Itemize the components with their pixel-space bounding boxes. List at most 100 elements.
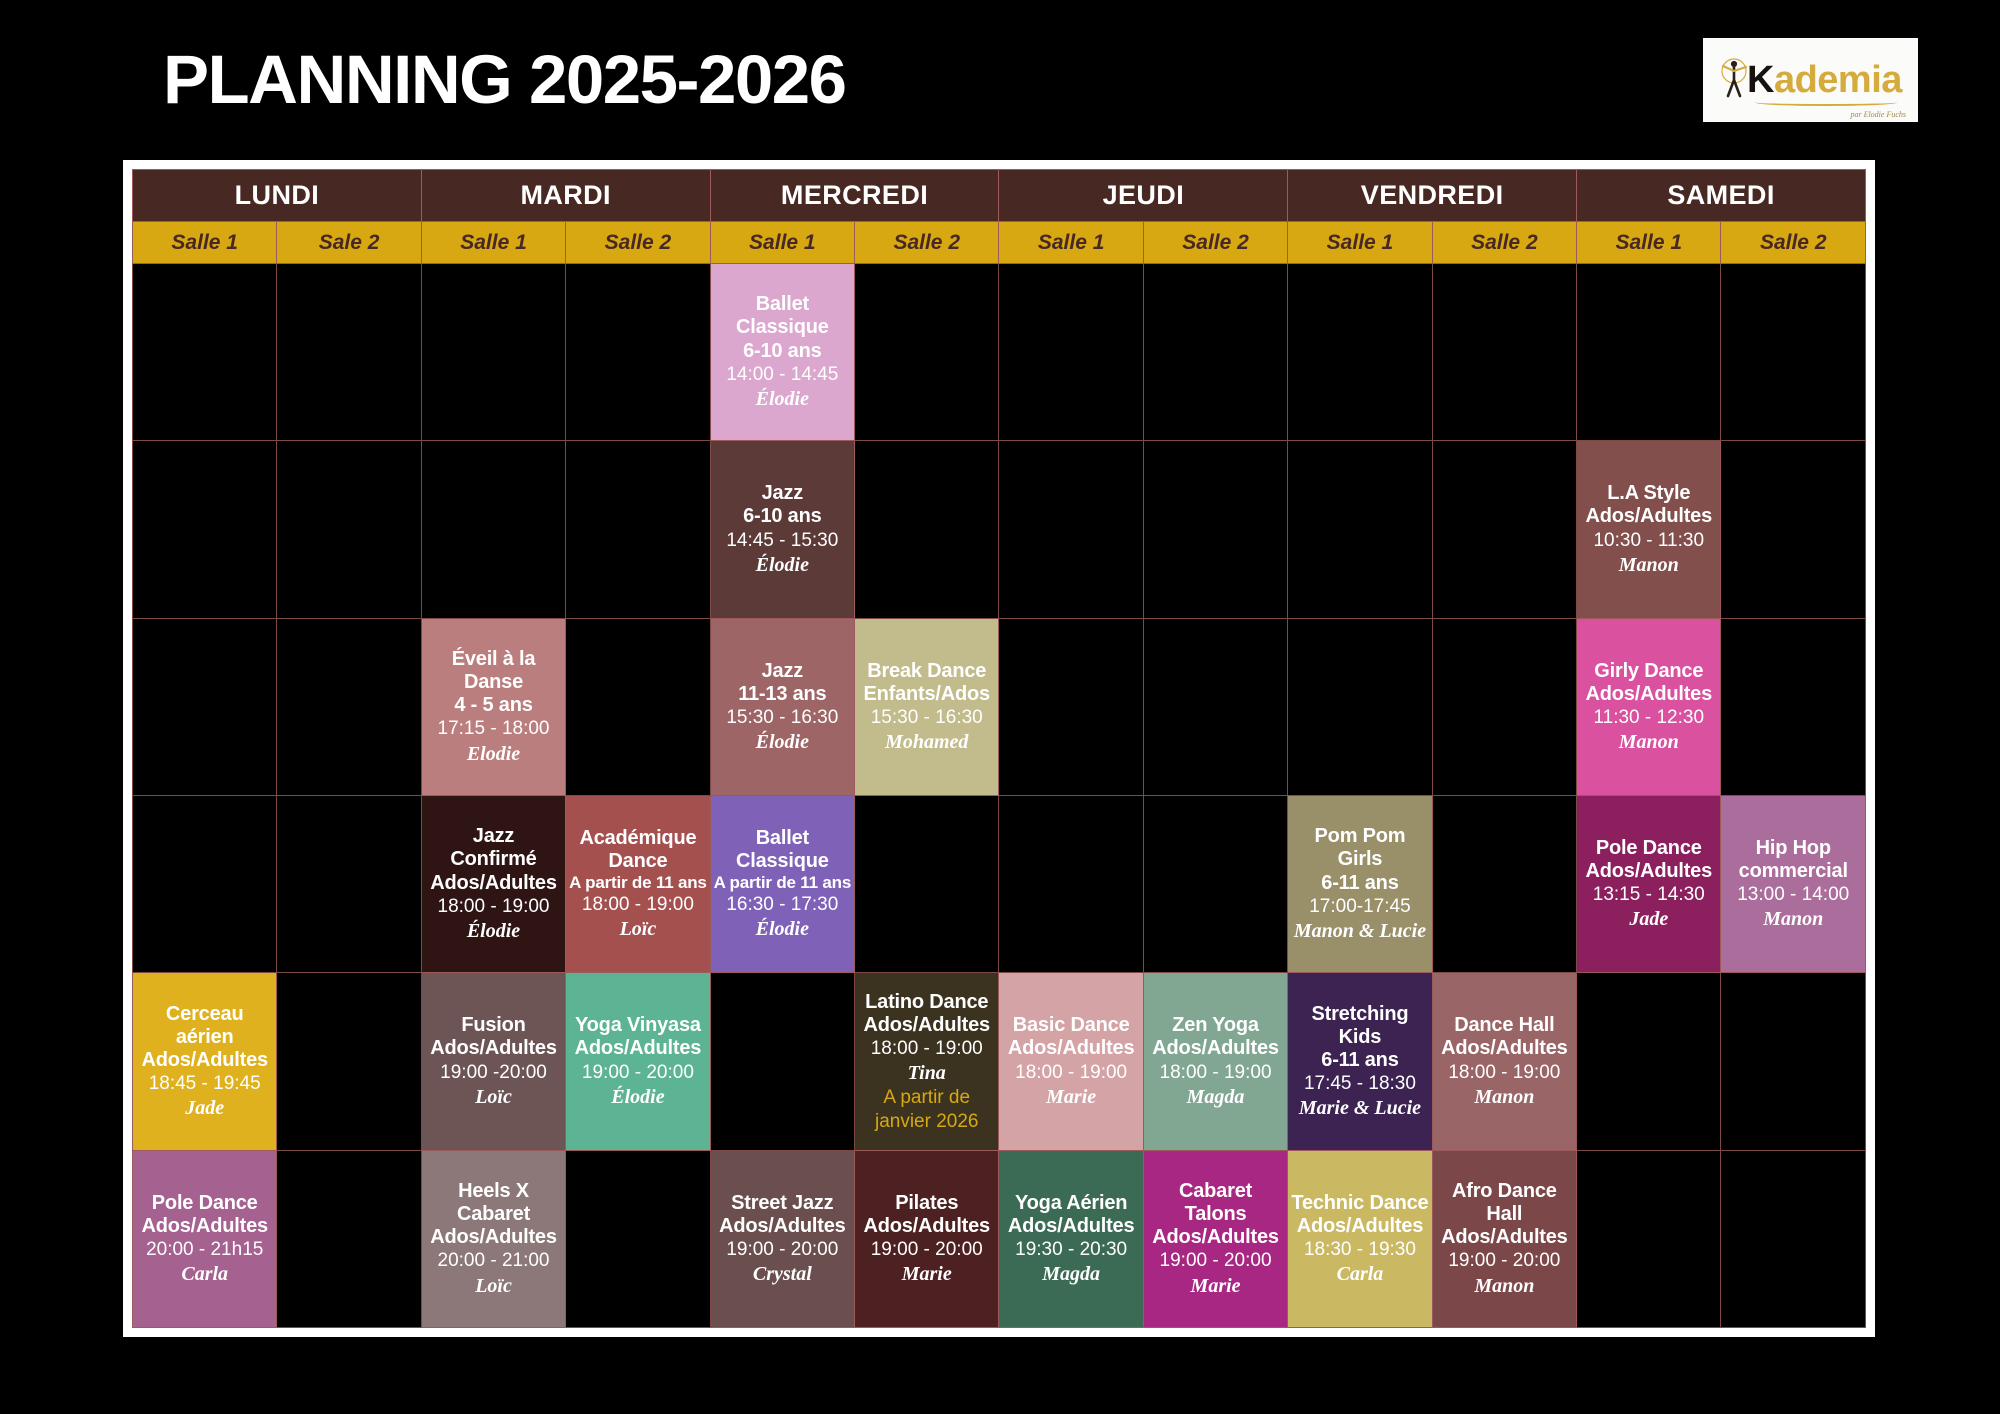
room-header-10: Salle 1: [1576, 221, 1722, 264]
class-slot[interactable]: Yoga Vinyasa Ados/Adultes 19:00 - 20:00 Élo…: [565, 972, 711, 1151]
class-slot[interactable]: L.A Style Ados/Adultes 10:30 - 11:30 Manon: [1576, 440, 1722, 619]
empty-slot: [276, 440, 422, 619]
empty-slot: [1720, 1149, 1866, 1329]
empty-slot: [131, 440, 278, 619]
class-slot[interactable]: Basic Dance Ados/Adultes 18:00 - 19:00 Mari…: [998, 972, 1144, 1151]
class-name: Heels X: [458, 1179, 529, 1202]
class-teacher: Marie: [901, 1262, 952, 1285]
class-audience: Ados/Adultes: [1585, 505, 1713, 528]
class-slot[interactable]: Ballet Classique A partir de 11 ans 16:30 -…: [709, 794, 856, 974]
class-teacher: Carla: [1336, 1262, 1384, 1285]
class-teacher: Élodie: [611, 1085, 665, 1108]
class-audience: 6-11 ans: [1321, 871, 1399, 894]
class-slot[interactable]: Hip Hop commercial 13:00 - 14:00 Manon: [1720, 794, 1866, 974]
empty-slot: [854, 262, 1000, 442]
class-slot[interactable]: Stretching Kids 6-11 ans 17:45 - 18:30 Marie…: [1287, 972, 1433, 1151]
logo-letters-rest: ademia: [1773, 59, 1902, 101]
empty-slot: [1142, 794, 1289, 974]
empty-slot: [1287, 440, 1433, 619]
class-slot[interactable]: Éveil à la Danse 4 - 5 ans 17:15 - 18:00 Elo…: [420, 617, 567, 796]
class-audience: Ados/Adultes: [1152, 1226, 1279, 1249]
empty-slot: [1720, 440, 1866, 619]
class-slot[interactable]: Break Dance Enfants/Ados 15:30 - 16:30 Moha…: [854, 617, 1000, 796]
class-slot[interactable]: Dance Hall Ados/Adultes 18:00 - 19:00 Manon: [1431, 972, 1578, 1151]
class-slot[interactable]: Technic Dance Ados/Adultes 18:30 - 19:30 Ca…: [1287, 1149, 1433, 1329]
class-audience: 6-10 ans: [743, 505, 822, 528]
class-slot[interactable]: Cabaret Talons Ados/Adultes 19:00 - 20:00 Ma…: [1142, 1149, 1289, 1329]
class-name: Cerceau: [165, 1002, 244, 1025]
day-header-mardi: MARDI: [420, 169, 711, 222]
class-slot[interactable]: Latino Dance Ados/Adultes 18:00 - 19:00 Tin…: [854, 972, 1000, 1151]
class-slot[interactable]: Jazz Confirmé Ados/Adultes 18:00 - 19:00 Élo…: [420, 794, 567, 974]
class-time: 10:30 - 11:30: [1593, 529, 1705, 551]
empty-slot: [1431, 262, 1578, 442]
empty-slot: [565, 1149, 711, 1329]
empty-slot: [1720, 972, 1866, 1151]
class-name: Zen Yoga: [1172, 1014, 1259, 1037]
class-audience: Ados/Adultes: [863, 1214, 990, 1237]
class-name: Ballet: [755, 826, 809, 849]
class-teacher: Élodie: [755, 730, 809, 753]
class-name: Dance: [608, 850, 668, 873]
class-audience: Ados/Adultes: [863, 1013, 990, 1036]
class-slot[interactable]: Jazz 11-13 ans 15:30 - 16:30 Élodie: [709, 617, 856, 796]
class-name: Pilates: [895, 1191, 959, 1214]
class-slot[interactable]: Fusion Ados/Adultes 19:00 -20:00 Loïc: [420, 972, 567, 1151]
class-slot[interactable]: Pom Pom Girls 6-11 ans 17:00-17:45 Manon & L…: [1287, 794, 1433, 974]
empty-slot: [1720, 617, 1866, 796]
class-slot[interactable]: Jazz 6-10 ans 14:45 - 15:30 Élodie: [709, 440, 856, 619]
class-time: 13:00 - 14:00: [1737, 884, 1850, 906]
class-teacher: Loïc: [475, 1085, 512, 1108]
empty-slot: [131, 794, 278, 974]
class-name: aérien: [175, 1025, 234, 1048]
empty-slot: [854, 440, 1000, 619]
class-name: Jazz: [472, 825, 515, 848]
class-teacher: Marie: [1046, 1085, 1097, 1108]
class-slot[interactable]: Girly Dance Ados/Adultes 11:30 - 12:30 Mano…: [1576, 617, 1722, 796]
class-slot[interactable]: Pole Dance Ados/Adultes 20:00 - 21h15 Carla: [131, 1149, 278, 1329]
empty-slot: [131, 617, 278, 796]
empty-slot: [1431, 794, 1578, 974]
class-slot[interactable]: Street Jazz Ados/Adultes 19:00 - 20:00 Crys…: [709, 1149, 856, 1329]
logo-swoosh-icon: [1755, 99, 1897, 106]
class-teacher: Marie: [1190, 1274, 1241, 1297]
class-audience: 4 - 5 ans: [454, 694, 533, 717]
class-time: 19:00 - 20:00: [581, 1061, 694, 1083]
class-name: Afro Dance Hall: [1452, 1179, 1557, 1226]
class-time: 18:00 - 19:00: [1015, 1061, 1128, 1083]
class-time: 11:30 - 12:30: [1593, 706, 1705, 728]
class-time: 17:15 - 18:00: [437, 718, 550, 740]
room-header-6: Salle 1: [998, 221, 1144, 264]
day-header-samedi: SAMEDI: [1576, 169, 1866, 222]
class-audience: Ados/Adultes: [141, 1214, 268, 1237]
empty-slot: [420, 440, 567, 619]
class-teacher: Tina: [907, 1061, 946, 1084]
class-name: Technic Dance: [1291, 1191, 1429, 1214]
class-slot[interactable]: Heels X Cabaret Ados/Adultes 20:00 - 21:00 L…: [420, 1149, 567, 1329]
class-slot[interactable]: Pilates Ados/Adultes 19:00 - 20:00 Marie: [854, 1149, 1000, 1329]
day-header-mercredi: MERCREDI: [709, 169, 1000, 222]
class-audience: Ados/Adultes: [719, 1214, 846, 1237]
empty-slot: [276, 1149, 422, 1329]
class-audience: Ados/Adultes: [1585, 860, 1713, 883]
class-time: 20:00 - 21h15: [146, 1238, 264, 1260]
room-header-9: Salle 2: [1431, 221, 1578, 264]
class-slot[interactable]: Yoga Aérien Ados/Adultes 19:30 - 20:30 Magd…: [998, 1149, 1144, 1329]
class-name: Pom Pom: [1314, 825, 1406, 848]
class-time: 18:00 - 19:00: [1448, 1061, 1561, 1083]
class-name: Confirmé: [450, 848, 537, 871]
class-slot[interactable]: Cerceau aérien Ados/Adultes 18:45 - 19:45 Ja…: [131, 972, 278, 1151]
class-name: Ballet: [755, 293, 809, 316]
class-teacher: Elodie: [466, 742, 521, 765]
class-slot[interactable]: Ballet Classique 6-10 ans 14:00 - 14:45 Élod…: [709, 262, 856, 442]
empty-slot: [565, 262, 711, 442]
class-name: Classique: [735, 316, 829, 339]
class-time: 18:00 - 19:00: [870, 1037, 983, 1059]
class-teacher: Manon: [1474, 1274, 1535, 1297]
class-teacher: Jade: [185, 1097, 225, 1120]
class-slot[interactable]: Pole Dance Ados/Adultes 13:15 - 14:30 Jade: [1576, 794, 1722, 974]
class-slot[interactable]: Afro Dance Hall Ados/Adultes 19:00 - 20:00…: [1431, 1149, 1578, 1329]
class-slot[interactable]: Académique Dance A partir de 11 ans 18:00 -…: [565, 794, 711, 974]
class-slot[interactable]: Zen Yoga Ados/Adultes 18:00 - 19:00 Magda: [1142, 972, 1289, 1151]
